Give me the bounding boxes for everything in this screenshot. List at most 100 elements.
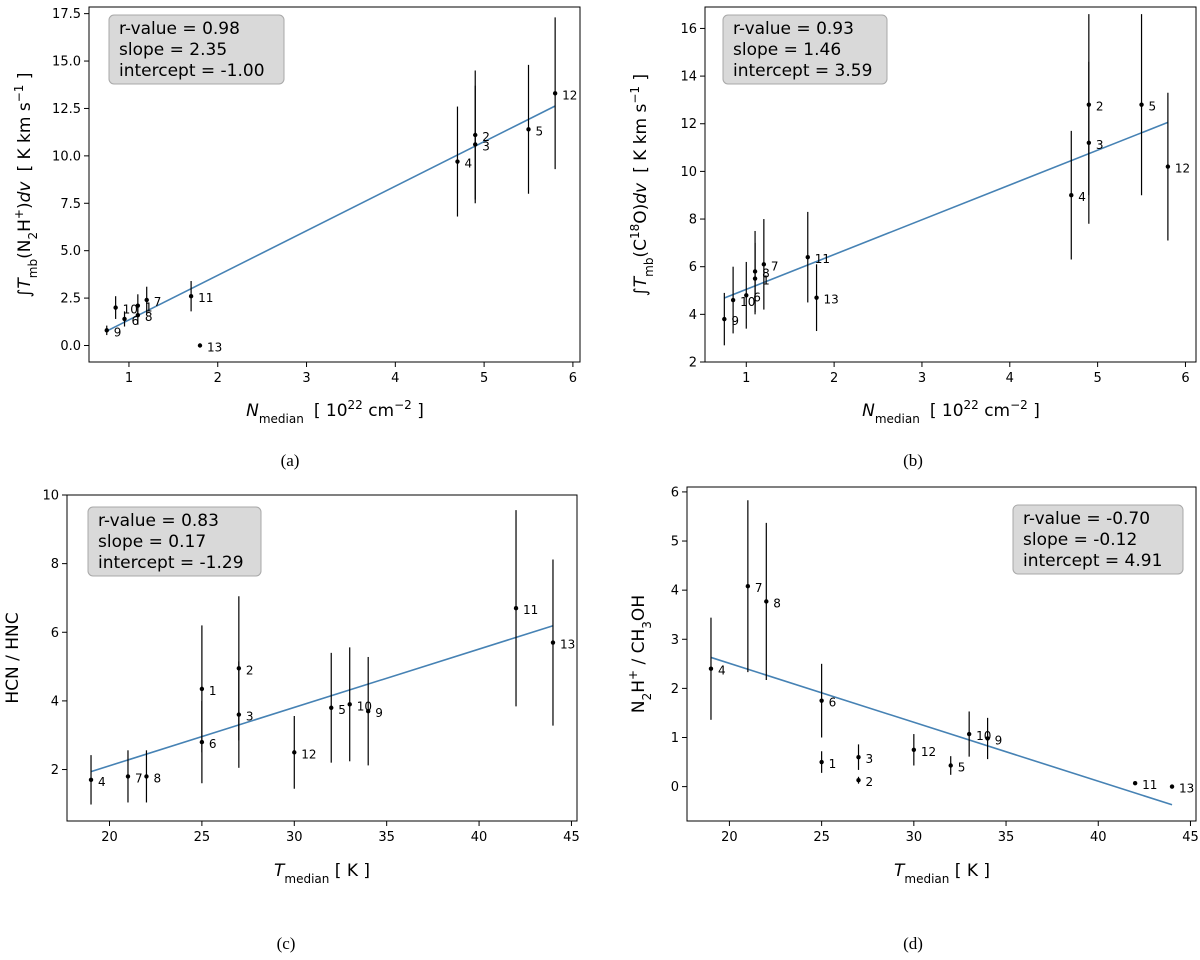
data-point xyxy=(708,666,714,671)
data-point xyxy=(1069,193,1074,198)
y-tick-label: 6 xyxy=(671,485,679,500)
x-tick-label: 20 xyxy=(721,830,738,845)
point-label: 8 xyxy=(145,310,153,324)
y-tick-label: 6 xyxy=(51,626,59,641)
stats-r-value: r-value = 0.98 xyxy=(119,19,240,39)
point-label: 12 xyxy=(562,88,577,102)
data-point xyxy=(329,705,334,710)
data-point xyxy=(1165,164,1171,169)
data-point xyxy=(730,297,736,303)
stats-slope: slope = 1.46 xyxy=(733,40,841,60)
plot-frame xyxy=(704,6,1197,363)
y-tick-label: 10 xyxy=(680,165,697,180)
data-point xyxy=(911,747,917,752)
point-label: 1 xyxy=(145,301,153,315)
point-label: 12 xyxy=(301,747,316,761)
y-axis-label: ∫Tmb(C18O)dv[ K km s−1 ] xyxy=(628,74,656,296)
point-label: 13 xyxy=(824,293,839,307)
stats-r-value: r-value = 0.93 xyxy=(733,19,854,39)
y-tick-label: 4 xyxy=(51,694,59,709)
x-tick-label: 6 xyxy=(1181,371,1189,386)
point-label: 1 xyxy=(762,274,770,288)
point-label: 10 xyxy=(976,729,991,743)
point-label: 13 xyxy=(1179,782,1194,796)
point-label: 9 xyxy=(995,733,1003,747)
data-point xyxy=(292,750,297,755)
fit-line xyxy=(106,105,556,332)
fit-line xyxy=(710,656,1173,806)
stats-box: r-value = 0.98 slope = 2.35 intercept = … xyxy=(108,14,285,85)
data-point xyxy=(188,293,194,299)
x-axis-label: Tmedian [ K ] xyxy=(894,861,990,886)
point-label: 10 xyxy=(123,303,138,317)
panel-caption: (a) xyxy=(281,451,300,470)
point-label: 5 xyxy=(536,124,544,138)
stats-slope: slope = 2.35 xyxy=(119,40,227,60)
x-tick-label: 5 xyxy=(1093,371,1101,386)
stats-slope: slope = 0.17 xyxy=(98,532,206,552)
point-label: 3 xyxy=(1096,138,1104,152)
stats-intercept: intercept = 3.59 xyxy=(733,61,872,81)
y-axis-label: HCN / HNC xyxy=(3,612,23,703)
data-point xyxy=(347,702,352,707)
x-tick-label: 20 xyxy=(101,830,118,845)
y-axis-label: ∫Tmb(N2H+)dv[ K km s−1 ] xyxy=(12,73,40,298)
stats-intercept: intercept = 4.91 xyxy=(1023,551,1162,571)
y-tick-label: 12.5 xyxy=(52,102,81,117)
x-tick-label: 45 xyxy=(563,830,580,845)
point-label: 11 xyxy=(1142,778,1157,792)
point-label: 1 xyxy=(829,757,837,771)
point-label: 12 xyxy=(1175,162,1190,176)
chart-marks: 1 2 3 4 5 60.02.55.07.510.012.515.017.5123456… xyxy=(42,7,1198,845)
x-tick-label: 25 xyxy=(813,830,830,845)
stats-r-value: r-value = -0.70 xyxy=(1023,509,1150,529)
y-tick-label: 0.0 xyxy=(60,339,81,354)
data-point xyxy=(1086,140,1092,146)
y-tick-label: 2.5 xyxy=(60,292,81,307)
point-label: 8 xyxy=(762,266,770,280)
point-label: 8 xyxy=(773,596,781,610)
point-label: 13 xyxy=(207,341,222,355)
data-point xyxy=(88,777,94,783)
y-tick-label: 0 xyxy=(671,780,679,795)
x-tick-label: 5 xyxy=(480,371,488,386)
y-tick-label: 6 xyxy=(689,260,697,275)
x-tick-label: 25 xyxy=(194,830,211,845)
data-point xyxy=(744,293,749,298)
panel-a: r-value = 0.98 slope = 2.35 intercept = … xyxy=(12,6,581,470)
y-tick-label: 15.0 xyxy=(52,55,81,70)
data-point xyxy=(135,303,141,308)
stats-box: r-value = 0.93 slope = 1.46 intercept = … xyxy=(722,14,888,85)
plot-frame xyxy=(66,494,578,822)
x-tick-label: 30 xyxy=(906,830,923,845)
data-point xyxy=(135,312,141,318)
data-point xyxy=(856,754,861,760)
point-label: 9 xyxy=(375,706,383,720)
stats-box-bg xyxy=(87,506,262,577)
y-tick-label: 2 xyxy=(671,682,679,697)
stats-box-bg xyxy=(108,14,285,85)
point-label: 3 xyxy=(866,752,874,766)
point-label: 10 xyxy=(740,295,755,309)
y-tick-label: 7.5 xyxy=(60,197,81,212)
panel-d: r-value = -0.70 slope = -0.12 intercept … xyxy=(626,486,1197,953)
y-tick-label: 10 xyxy=(42,489,59,504)
x-tick-label: 6 xyxy=(569,371,577,386)
y-tick-label: 2 xyxy=(51,763,59,778)
x-tick-label: 3 xyxy=(918,371,926,386)
data-point xyxy=(722,316,727,322)
data-point xyxy=(1139,102,1144,107)
y-tick-label: 5 xyxy=(671,535,679,550)
y-tick-label: 10.0 xyxy=(52,149,81,164)
point-label: 4 xyxy=(718,664,726,678)
y-tick-label: 14 xyxy=(680,70,697,85)
point-label: 5 xyxy=(958,760,966,774)
y-tick-label: 17.5 xyxy=(52,7,81,22)
point-label: 9 xyxy=(114,325,122,339)
data-point xyxy=(113,305,118,310)
x-axis-label: Tmedian [ K ] xyxy=(274,861,370,886)
point-label: 4 xyxy=(1078,190,1086,204)
data-point xyxy=(966,731,972,737)
point-label: 2 xyxy=(246,663,254,677)
